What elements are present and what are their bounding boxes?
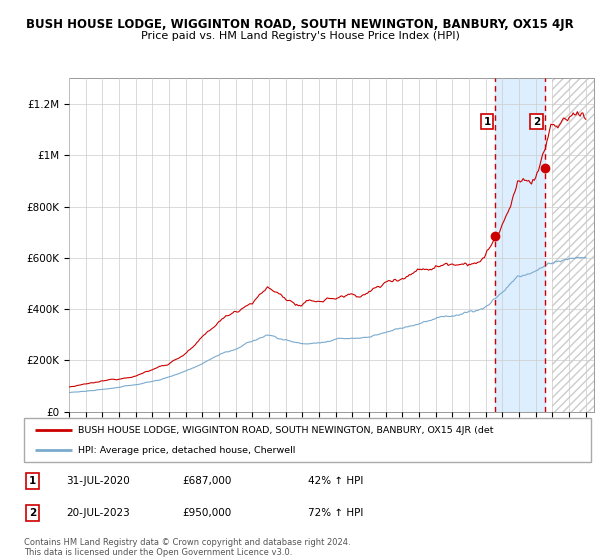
Text: BUSH HOUSE LODGE, WIGGINTON ROAD, SOUTH NEWINGTON, BANBURY, OX15 4JR: BUSH HOUSE LODGE, WIGGINTON ROAD, SOUTH … — [26, 18, 574, 31]
Bar — [496, 78, 545, 412]
Text: 20-JUL-2023: 20-JUL-2023 — [67, 508, 130, 518]
Text: 2: 2 — [533, 116, 540, 127]
Text: BUSH HOUSE LODGE, WIGGINTON ROAD, SOUTH NEWINGTON, BANBURY, OX15 4JR (det: BUSH HOUSE LODGE, WIGGINTON ROAD, SOUTH … — [78, 426, 493, 435]
Text: 1: 1 — [29, 476, 36, 486]
Text: 31-JUL-2020: 31-JUL-2020 — [67, 476, 130, 486]
Bar — [553, 78, 594, 412]
Text: £687,000: £687,000 — [183, 476, 232, 486]
Text: £950,000: £950,000 — [183, 508, 232, 518]
Text: HPI: Average price, detached house, Cherwell: HPI: Average price, detached house, Cher… — [78, 446, 295, 455]
FancyBboxPatch shape — [24, 418, 591, 462]
Text: Price paid vs. HM Land Registry's House Price Index (HPI): Price paid vs. HM Land Registry's House … — [140, 31, 460, 41]
Text: 2: 2 — [29, 508, 36, 518]
Text: 72% ↑ HPI: 72% ↑ HPI — [308, 508, 363, 518]
Bar — [553, 78, 594, 412]
Text: 42% ↑ HPI: 42% ↑ HPI — [308, 476, 363, 486]
Text: Contains HM Land Registry data © Crown copyright and database right 2024.
This d: Contains HM Land Registry data © Crown c… — [24, 538, 350, 557]
Text: 1: 1 — [484, 116, 491, 127]
